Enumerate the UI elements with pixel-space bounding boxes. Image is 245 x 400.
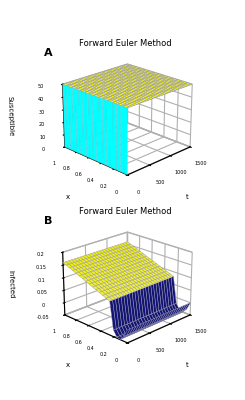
X-axis label: t: t (186, 194, 189, 200)
Y-axis label: x: x (66, 194, 70, 200)
Title: Forward Euler Method: Forward Euler Method (79, 207, 172, 216)
Title: Forward Euler Method: Forward Euler Method (79, 39, 172, 48)
Y-axis label: x: x (66, 362, 70, 368)
X-axis label: t: t (186, 362, 189, 368)
Text: B: B (44, 216, 53, 226)
Text: A: A (44, 48, 53, 58)
